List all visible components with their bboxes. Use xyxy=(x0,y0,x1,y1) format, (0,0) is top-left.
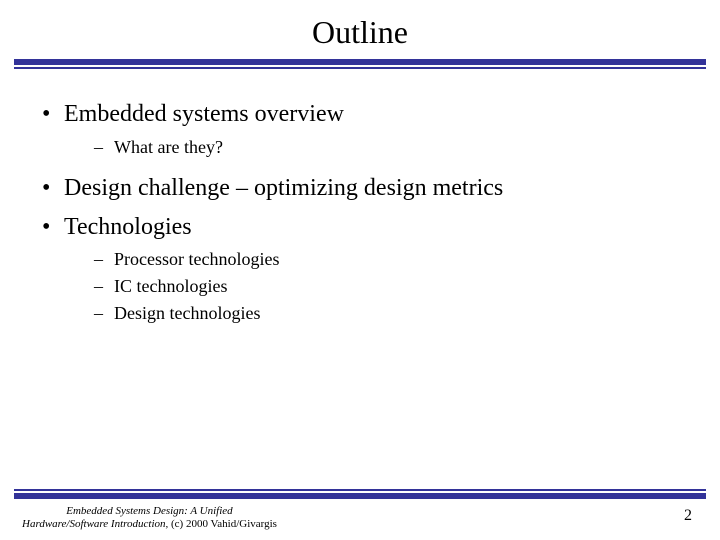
footer-line2-italic: Hardware/Software Introduction, xyxy=(22,518,168,530)
list-item: Design technologies xyxy=(38,300,682,327)
bullet-list: Embedded systems overview What are they?… xyxy=(38,97,682,327)
footer-line2-plain: (c) 2000 Vahid/Givargis xyxy=(168,518,277,530)
sub-bullet-list: What are they? xyxy=(38,134,682,161)
footer-row: Embedded Systems Design: A Unified Hardw… xyxy=(0,505,720,540)
sub-bullet-list: Processor technologies IC technologies D… xyxy=(38,246,682,327)
list-item: Processor technologies xyxy=(38,246,682,273)
bullet-text: Design challenge – optimizing design met… xyxy=(64,175,503,201)
footer-citation: Embedded Systems Design: A Unified Hardw… xyxy=(22,505,277,533)
list-item: Design challenge – optimizing design met… xyxy=(38,171,682,206)
sub-bullet-text: Processor technologies xyxy=(114,249,279,269)
footer-line1: Embedded Systems Design: A Unified xyxy=(66,505,232,517)
list-item: What are they? xyxy=(38,134,682,161)
bullet-text: Embedded systems overview xyxy=(64,101,344,127)
sub-bullet-text: IC technologies xyxy=(114,276,227,296)
bullet-text: Technologies xyxy=(64,214,192,240)
list-item: IC technologies xyxy=(38,273,682,300)
sub-bullet-text: Design technologies xyxy=(114,303,260,323)
list-item: Embedded systems overview What are they? xyxy=(38,97,682,161)
bottom-horizontal-rule xyxy=(14,489,706,499)
page-number: 2 xyxy=(684,505,698,525)
page-title: Outline xyxy=(0,0,720,59)
footer: Embedded Systems Design: A Unified Hardw… xyxy=(0,489,720,540)
slide: Outline Embedded systems overview What a… xyxy=(0,0,720,540)
list-item: Technologies Processor technologies IC t… xyxy=(38,210,682,328)
sub-bullet-text: What are they? xyxy=(114,137,223,157)
content-area: Embedded systems overview What are they?… xyxy=(0,69,720,327)
top-horizontal-rule xyxy=(14,59,706,69)
